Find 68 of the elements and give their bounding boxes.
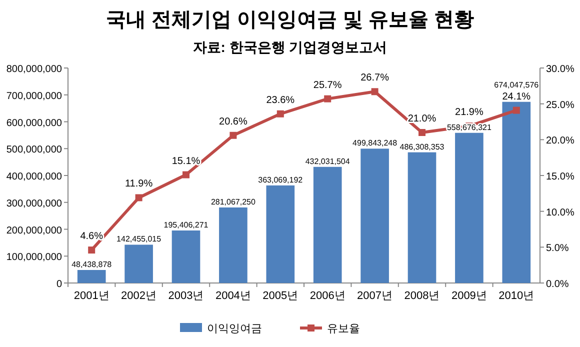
chart-subtitle: 자료: 한국은행 기업경영보고서 (192, 39, 388, 55)
data-label: 195,406,271 (164, 220, 209, 230)
data-label: 21.9% (455, 107, 484, 118)
bar (124, 244, 153, 283)
y2-tick-label: 0.0% (546, 279, 569, 290)
point (135, 194, 142, 202)
data-label: 21.0% (408, 114, 436, 124)
bar (219, 207, 248, 283)
point (182, 171, 190, 178)
data-label: 486,308,353 (400, 142, 445, 152)
data-label: 142,455,015 (116, 234, 162, 244)
x-tick-label: 2005년 (262, 290, 298, 302)
y2-tick-label: 25.0% (546, 100, 574, 111)
y2-tick-label: 15.0% (546, 172, 574, 182)
bar (77, 270, 106, 283)
data-label: 24.1% (502, 91, 531, 102)
x-tick-label: 2004년 (215, 290, 251, 302)
data-label: 674,047,576 (494, 80, 540, 90)
y-tick-label: 300,000,000 (6, 198, 62, 210)
x-tick-label: 2009년 (451, 290, 487, 302)
y2-tick-label: 20.0% (546, 136, 574, 147)
data-label: 15.1% (172, 156, 200, 167)
data-label: 499,843,248 (352, 138, 398, 148)
legend-label: 이익잉여금 (207, 323, 262, 335)
bar (313, 166, 342, 283)
y-tick-label: 700,000,000 (6, 90, 62, 102)
bar (408, 152, 436, 283)
point (88, 246, 96, 254)
point (324, 95, 332, 102)
point (230, 132, 237, 139)
x-tick-label: 2008년 (404, 290, 440, 302)
x-tick-label: 2006년 (310, 290, 346, 302)
point (371, 88, 378, 96)
point (512, 106, 520, 114)
data-label: 432,031,504 (305, 156, 350, 166)
data-label: 23.6% (266, 94, 295, 106)
data-label: 281,067,250 (210, 197, 256, 206)
bar (266, 185, 295, 283)
x-tick-label: 2010년 (498, 290, 534, 302)
data-label: 25.7% (313, 80, 342, 91)
y-tick-label: 500,000,000 (6, 144, 62, 156)
data-label: 20.6% (219, 116, 248, 128)
x-tick-label: 2002년 (121, 290, 157, 302)
y2-tick-label: 5.0% (546, 243, 569, 254)
y2-tick-label: 10.0% (546, 207, 574, 218)
legend-label: 유보율 (327, 323, 360, 335)
x-tick-label: 2003년 (168, 290, 204, 302)
point (276, 110, 284, 118)
bar (455, 132, 484, 283)
bar (172, 230, 200, 283)
data-label: 48,438,878 (72, 260, 112, 269)
x-tick-label: 2007년 (357, 290, 393, 302)
y-tick-label: 100,000,000 (6, 252, 62, 264)
bar (360, 148, 389, 283)
y-tick-label: 200,000,000 (6, 225, 62, 236)
chart-title: 국내 전체기업 이익잉여금 및 유보율 현황 (106, 9, 474, 31)
point (418, 129, 426, 136)
y2-tick-label: 30.0% (546, 64, 574, 75)
data-label: 363,069,192 (258, 175, 304, 184)
y-tick-label: 600,000,000 (6, 118, 62, 129)
y-tick-label: 800,000,000 (6, 64, 62, 75)
data-label: 11.9% (124, 178, 153, 190)
y-tick-label: 0 (56, 279, 62, 290)
y-tick-label: 400,000,000 (6, 172, 62, 182)
x-tick-label: 2001년 (74, 290, 110, 302)
bar (502, 102, 531, 283)
data-label: 4.6% (80, 231, 104, 242)
data-label: 26.7% (360, 72, 390, 84)
